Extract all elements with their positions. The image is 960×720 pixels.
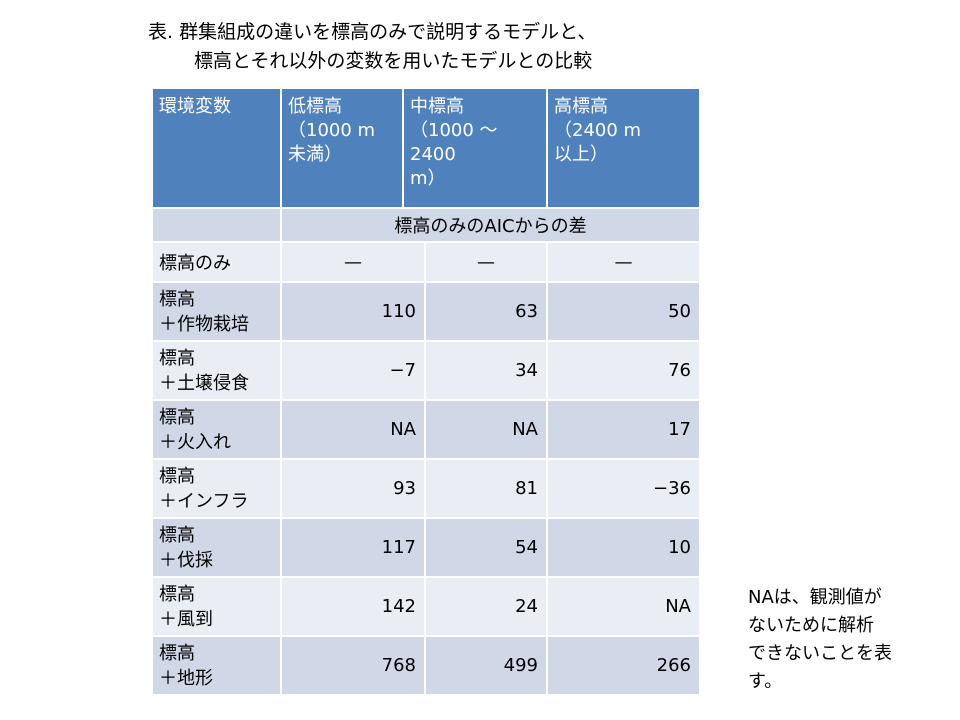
header-mid-elevation: 中標高 （1000 〜2400 m） (402, 87, 548, 209)
na-footnote: NAは、観測値が ないために解析 できないことを表 す。 (748, 587, 892, 692)
row-label-line1: 標高 (159, 465, 195, 487)
cell-mid: 54 (424, 517, 548, 578)
cell-low: 93 (280, 458, 426, 519)
row-label-line1: 標高 (159, 406, 195, 428)
cell-mid: 81 (424, 458, 548, 519)
header-mid-range: （1000 〜2400 m） (410, 120, 498, 189)
row-label-line1: 標高 (159, 524, 195, 546)
table-row: 標高 ＋火入れ NA NA 17 (151, 399, 701, 460)
header-high-range: （2400 m 以上） (554, 120, 642, 165)
cell-low: −7 (280, 340, 426, 401)
row-label-line1: 標高 (159, 347, 195, 369)
cell-high: −36 (546, 458, 701, 519)
baseline-low: — (280, 241, 426, 283)
table-row: 標高 ＋伐採 117 54 10 (151, 517, 701, 578)
row-label-line2: ＋作物栽培 (159, 313, 249, 335)
row-label-line1: 標高 (159, 642, 195, 664)
cell-mid: 499 (424, 635, 548, 696)
row-label-line2: ＋火入れ (159, 431, 231, 453)
row-label: 標高 ＋インフラ (151, 458, 282, 519)
row-label-line2: ＋インフラ (159, 490, 249, 512)
cell-high: 10 (546, 517, 701, 578)
row-label: 標高 ＋地形 (151, 635, 282, 696)
row-label-line1: 標高 (159, 288, 195, 310)
cell-high: 266 (546, 635, 701, 696)
table-header-row: 環境変数 低標高 （1000 m 未満） 中標高 （1000 〜2400 m） … (151, 87, 701, 209)
cell-mid: 63 (424, 281, 548, 342)
baseline-row: 標高のみ — — — (151, 241, 701, 283)
table-row: 標高 ＋土壌侵食 −7 34 76 (151, 340, 701, 401)
header-mid-label: 中標高 (410, 96, 464, 117)
row-label-line1: 標高 (159, 583, 195, 605)
header-high-label: 高標高 (554, 96, 608, 117)
cell-mid: 24 (424, 576, 548, 637)
cell-mid: NA (424, 399, 548, 460)
subheader-empty-cell (151, 207, 282, 243)
table-row: 標高 ＋風到 142 24 NA (151, 576, 701, 637)
row-label-line2: ＋伐採 (159, 549, 213, 571)
subheader-label: 標高のみのAICからの差 (280, 207, 701, 243)
cell-low: 142 (280, 576, 426, 637)
header-low-range: （1000 m 未満） (288, 120, 376, 165)
table-row: 標高 ＋地形 768 499 266 (151, 635, 701, 696)
row-label: 標高 ＋火入れ (151, 399, 282, 460)
table-row: 標高 ＋インフラ 93 81 −36 (151, 458, 701, 519)
cell-high: 76 (546, 340, 701, 401)
cell-low: 768 (280, 635, 426, 696)
table-title-line2: 標高とそれ以外の変数を用いたモデルとの比較 (194, 50, 593, 72)
row-label-line2: ＋地形 (159, 667, 213, 689)
header-low-label: 低標高 (288, 96, 342, 117)
cell-high: 50 (546, 281, 701, 342)
header-env-var: 環境変数 (151, 87, 282, 209)
baseline-label: 標高のみ (151, 241, 282, 283)
baseline-mid: — (424, 241, 548, 283)
row-label: 標高 ＋風到 (151, 576, 282, 637)
cell-high: NA (546, 576, 701, 637)
row-label: 標高 ＋土壌侵食 (151, 340, 282, 401)
header-env-var-label: 環境変数 (159, 96, 231, 117)
header-low-elevation: 低標高 （1000 m 未満） (280, 87, 404, 209)
header-high-elevation: 高標高 （2400 m 以上） (546, 87, 701, 209)
cell-low: NA (280, 399, 426, 460)
row-label-line2: ＋土壌侵食 (159, 372, 249, 394)
row-label: 標高 ＋伐採 (151, 517, 282, 578)
row-label-line2: ＋風到 (159, 608, 213, 630)
subheader-row: 標高のみのAICからの差 (151, 207, 701, 243)
table-title: 表. 群集組成の違いを標高のみで説明するモデルと、 標高とそれ以外の変数を用いた… (148, 18, 748, 76)
cell-low: 117 (280, 517, 426, 578)
cell-mid: 34 (424, 340, 548, 401)
table-title-line1: 表. 群集組成の違いを標高のみで説明するモデルと、 (148, 21, 597, 43)
comparison-table: 環境変数 低標高 （1000 m 未満） 中標高 （1000 〜2400 m） … (151, 87, 701, 696)
cell-low: 110 (280, 281, 426, 342)
cell-high: 17 (546, 399, 701, 460)
table-row: 標高 ＋作物栽培 110 63 50 (151, 281, 701, 342)
row-label: 標高 ＋作物栽培 (151, 281, 282, 342)
baseline-high: — (546, 241, 701, 283)
